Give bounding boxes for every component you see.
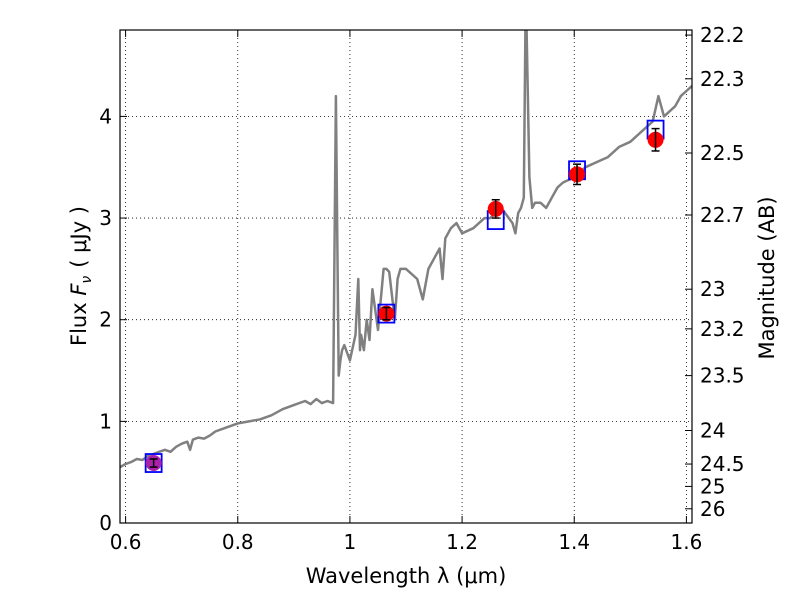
magnitude-tick-label: 22.2 — [700, 23, 745, 47]
y-axis-label-symbol: F — [67, 283, 91, 296]
spectrum-layer — [120, 30, 692, 469]
grid — [120, 30, 692, 524]
y-tick-label: 0 — [99, 511, 112, 535]
magnitude-tick-label: 23.2 — [700, 317, 745, 341]
y-tick-label: 1 — [99, 409, 112, 433]
y-axis-label: Flux Fν ( μJy ) — [67, 206, 95, 346]
x-tick-label: 1.2 — [446, 530, 478, 554]
x-axis-label: Wavelength λ (μm) — [306, 564, 507, 588]
magnitude-tick-label: 22.3 — [700, 67, 745, 91]
y-tick-label: 3 — [99, 206, 112, 230]
y-axis-ticks: 0 1 2 3 4 — [99, 104, 127, 535]
magnitude-tick-label: 23.5 — [700, 364, 745, 388]
magnitude-tick-label: 26 — [700, 497, 725, 521]
magnitude-tick-label: 22.7 — [700, 203, 745, 227]
x-tick-label: 1.4 — [558, 530, 590, 554]
magnitude-tick-label: 25 — [700, 474, 725, 498]
magnitude-tick-label: 22.5 — [700, 141, 745, 165]
observed-points-layer — [145, 127, 664, 472]
x-tick-label: 0.8 — [222, 530, 254, 554]
magnitude-axis-label: Magnitude (AB) — [755, 196, 779, 359]
synthetic-points-layer — [144, 119, 665, 473]
magnitude-tick-label: 24.5 — [700, 452, 745, 476]
plot-frame — [119, 29, 693, 524]
x-tick-label: 1 — [344, 530, 357, 554]
model-spectrum-line — [120, 30, 692, 469]
y-axis-label-subscript: ν — [79, 276, 95, 284]
y-axis-label-prefix: Flux — [67, 296, 91, 346]
magnitude-tick-label: 24 — [700, 418, 725, 442]
magnitude-tick-label: 23 — [700, 277, 725, 301]
x-tick-label: 1.6 — [670, 530, 702, 554]
y-tick-label: 4 — [99, 104, 112, 128]
y-axis-label-unit: ( μJy ) — [67, 206, 91, 268]
y-tick-label: 2 — [99, 308, 112, 332]
x-axis-ticks: 0.6 0.8 1 1.2 1.4 1.6 — [110, 30, 702, 554]
x-tick-label: 0.6 — [110, 530, 142, 554]
